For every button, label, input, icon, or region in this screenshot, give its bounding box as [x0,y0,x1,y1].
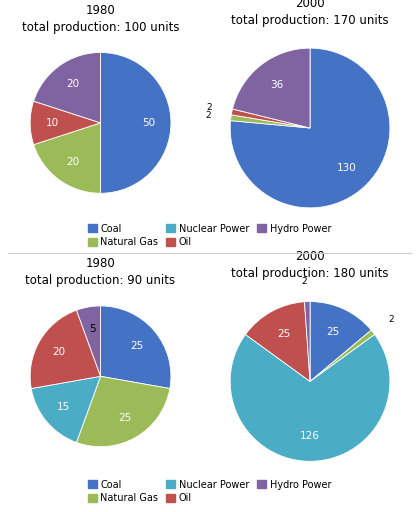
Wedge shape [310,302,371,381]
Wedge shape [230,334,390,461]
Wedge shape [31,376,101,442]
Wedge shape [101,306,171,389]
Text: 20: 20 [66,157,79,166]
Wedge shape [305,302,310,381]
Wedge shape [30,310,101,389]
Title: 2000
total production: 170 units: 2000 total production: 170 units [231,0,389,27]
Wedge shape [77,376,170,446]
Wedge shape [77,306,101,376]
Text: 10: 10 [46,118,59,128]
Text: 36: 36 [270,80,283,90]
Text: 25: 25 [118,413,131,423]
Text: 20: 20 [66,79,79,89]
Text: 130: 130 [337,163,357,173]
Text: 50: 50 [142,118,155,128]
Wedge shape [233,48,310,128]
Text: 2: 2 [207,103,212,112]
Wedge shape [34,53,101,123]
Text: 25: 25 [326,327,340,337]
Wedge shape [230,115,310,128]
Wedge shape [101,53,171,193]
Wedge shape [310,330,375,381]
Text: 2: 2 [205,111,211,120]
Text: 2: 2 [301,277,307,286]
Wedge shape [30,101,101,144]
Legend: Coal, Natural Gas, Nuclear Power, Oil, Hydro Power: Coal, Natural Gas, Nuclear Power, Oil, H… [88,224,331,247]
Wedge shape [34,123,101,193]
Text: 5: 5 [89,324,96,334]
Wedge shape [230,48,390,208]
Wedge shape [231,109,310,128]
Text: 25: 25 [131,340,144,351]
Wedge shape [246,302,310,381]
Text: 126: 126 [300,431,320,441]
Title: 2000
total production: 180 units: 2000 total production: 180 units [231,250,389,281]
Text: 2: 2 [389,315,394,325]
Title: 1980
total production: 90 units: 1980 total production: 90 units [26,257,176,287]
Text: 25: 25 [277,329,290,339]
Text: 20: 20 [52,347,66,357]
Title: 1980
total production: 100 units: 1980 total production: 100 units [22,4,179,34]
Legend: Coal, Natural Gas, Nuclear Power, Oil, Hydro Power: Coal, Natural Gas, Nuclear Power, Oil, H… [88,480,331,503]
Text: 15: 15 [57,402,70,412]
